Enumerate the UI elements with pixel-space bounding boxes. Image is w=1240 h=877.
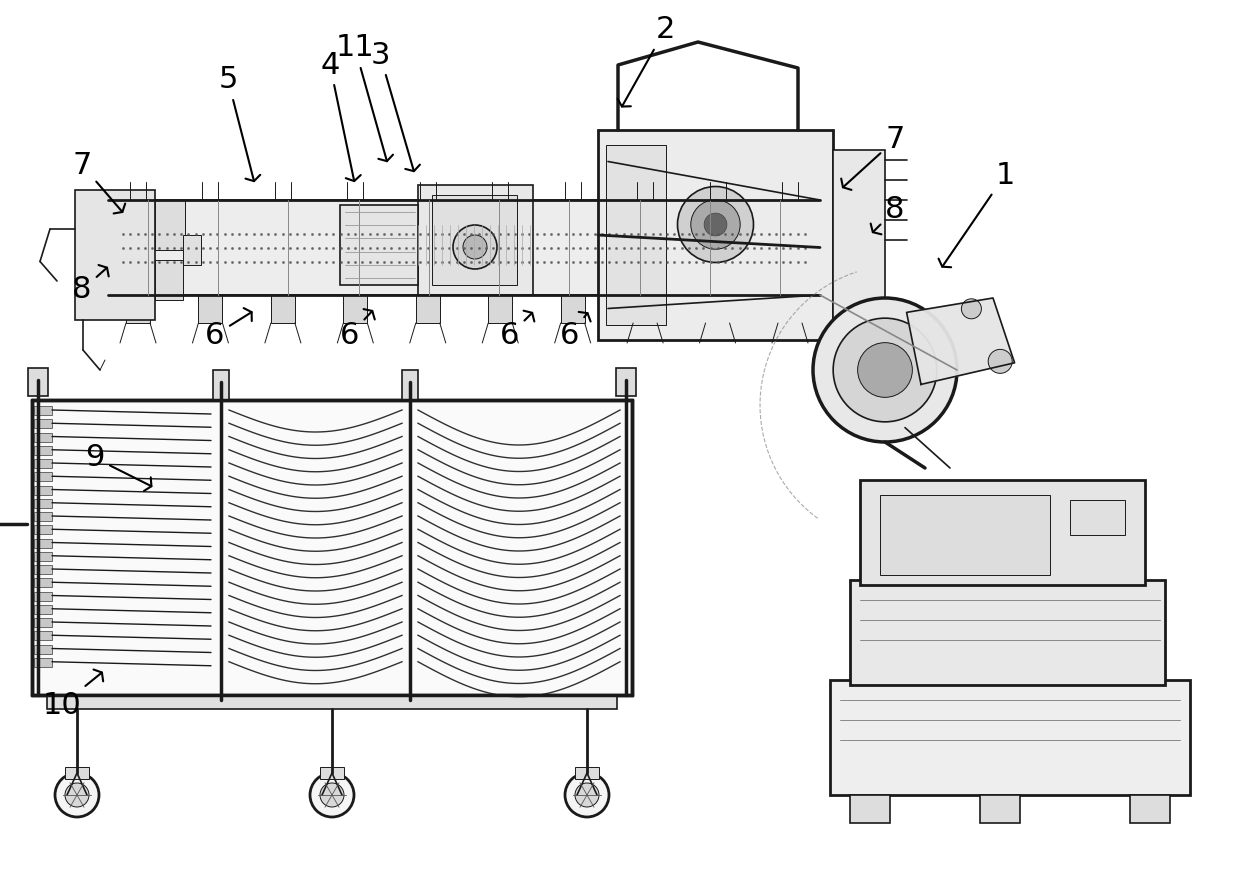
- Bar: [560, 295, 585, 323]
- Bar: [155, 200, 185, 250]
- Bar: [415, 295, 440, 323]
- Text: 7: 7: [72, 151, 125, 213]
- Bar: [29, 368, 48, 396]
- Bar: [33, 406, 52, 415]
- Bar: [849, 580, 1166, 685]
- Bar: [33, 419, 52, 428]
- Text: 6: 6: [340, 309, 374, 350]
- Polygon shape: [906, 298, 1014, 384]
- Circle shape: [813, 298, 957, 442]
- Bar: [33, 645, 52, 653]
- Bar: [1070, 500, 1125, 535]
- Circle shape: [575, 783, 599, 807]
- Circle shape: [463, 235, 487, 259]
- Bar: [432, 195, 517, 285]
- Bar: [33, 486, 52, 495]
- Text: 10: 10: [42, 669, 103, 719]
- Bar: [47, 695, 618, 709]
- Circle shape: [704, 213, 727, 236]
- Bar: [402, 370, 418, 400]
- Bar: [33, 446, 52, 455]
- Bar: [33, 499, 52, 508]
- Text: 7: 7: [841, 125, 905, 190]
- Circle shape: [858, 343, 913, 397]
- Text: 6: 6: [206, 308, 252, 350]
- Circle shape: [64, 783, 89, 807]
- Bar: [880, 495, 1050, 575]
- Bar: [777, 295, 802, 323]
- Bar: [33, 631, 52, 640]
- Bar: [33, 605, 52, 614]
- Text: 3: 3: [371, 40, 420, 171]
- Circle shape: [453, 225, 497, 269]
- Bar: [33, 591, 52, 601]
- Bar: [418, 185, 533, 295]
- Circle shape: [961, 299, 981, 319]
- Bar: [33, 658, 52, 667]
- Circle shape: [988, 349, 1012, 374]
- Bar: [849, 795, 890, 823]
- Text: 4: 4: [320, 51, 361, 181]
- Text: 9: 9: [86, 444, 151, 491]
- Bar: [33, 578, 52, 588]
- Bar: [830, 680, 1190, 795]
- Bar: [616, 368, 636, 396]
- Circle shape: [691, 200, 740, 249]
- Bar: [33, 565, 52, 574]
- Bar: [489, 295, 512, 323]
- Text: 6: 6: [500, 310, 534, 350]
- Bar: [32, 400, 632, 695]
- Bar: [155, 260, 184, 300]
- Text: 5: 5: [218, 66, 260, 182]
- Bar: [33, 512, 52, 521]
- Circle shape: [833, 318, 937, 422]
- Bar: [706, 295, 729, 323]
- Bar: [108, 200, 820, 295]
- Bar: [33, 459, 52, 468]
- Bar: [33, 618, 52, 627]
- Bar: [64, 767, 89, 779]
- Text: 11: 11: [336, 33, 393, 161]
- Bar: [213, 370, 229, 400]
- Text: 2: 2: [618, 16, 675, 106]
- Bar: [598, 130, 833, 340]
- Bar: [861, 480, 1145, 585]
- Text: 6: 6: [560, 312, 590, 350]
- Bar: [74, 190, 155, 320]
- Bar: [833, 150, 885, 320]
- Text: 1: 1: [939, 160, 1014, 267]
- Bar: [33, 525, 52, 534]
- Bar: [33, 432, 52, 441]
- Bar: [198, 295, 222, 323]
- Bar: [33, 552, 52, 560]
- Bar: [33, 472, 52, 481]
- Bar: [270, 295, 295, 323]
- Bar: [606, 145, 666, 325]
- Text: 8: 8: [72, 265, 109, 304]
- Circle shape: [310, 773, 353, 817]
- Circle shape: [677, 187, 754, 262]
- Circle shape: [55, 773, 99, 817]
- Bar: [634, 295, 657, 323]
- Bar: [184, 235, 201, 265]
- Bar: [340, 205, 418, 285]
- Circle shape: [320, 783, 343, 807]
- Bar: [126, 295, 150, 323]
- Text: 8: 8: [870, 196, 905, 234]
- Bar: [575, 767, 599, 779]
- Bar: [343, 295, 367, 323]
- Bar: [1130, 795, 1171, 823]
- Bar: [33, 538, 52, 547]
- Bar: [320, 767, 343, 779]
- Bar: [980, 795, 1021, 823]
- Circle shape: [565, 773, 609, 817]
